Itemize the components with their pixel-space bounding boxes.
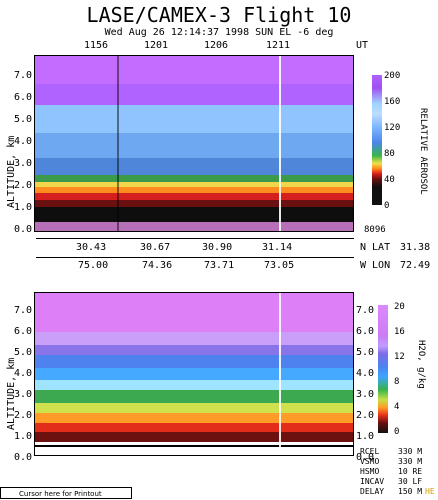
lat-tick: 30.43 (76, 242, 107, 253)
bottom-ytick-right: 5.0 (356, 347, 375, 358)
print-cursor-box[interactable]: Cursor here for Printout (0, 487, 132, 499)
status-label: DELAY (360, 487, 385, 496)
bottom-ytick: 2.0 (14, 410, 33, 421)
status-note: HE (425, 487, 435, 496)
aerosol-cb-tick: 0 (384, 201, 390, 211)
bottom-ytick-right: 2.0 (356, 410, 375, 421)
bottom-ytick: 3.0 (14, 389, 33, 400)
page-title: LASE/CAMEX-3 Flight 10 (86, 3, 352, 27)
time-tick-1201: 1201 (144, 40, 169, 51)
status-label: VSMO (360, 457, 380, 466)
lon-tick: 75.00 (78, 260, 109, 271)
lon-label: W LON (360, 260, 391, 271)
top-ytick: 3.0 (14, 158, 33, 169)
status-value: 10 RE (398, 467, 423, 476)
bottom-ytick-right: 6.0 (356, 326, 375, 337)
status-label: RCEL (360, 447, 380, 456)
status-label: HSMO (360, 467, 380, 476)
h2o-colorbar (378, 305, 388, 433)
h2o-cb-tick: 8 (394, 377, 400, 387)
bottom-ytick: 6.0 (14, 326, 33, 337)
lon-axis-line (36, 257, 354, 258)
top-ytick: 6.0 (14, 92, 33, 103)
status-value: 330 M (398, 457, 423, 466)
time-tick-1211: 1211 (266, 40, 291, 51)
aerosol-panel (34, 55, 354, 232)
top-ytick: 0.0 (14, 224, 33, 235)
lat-tick: 31.14 (262, 242, 293, 253)
lat-tick: 30.90 (202, 242, 233, 253)
lat-axis-line (36, 238, 354, 239)
time-unit: UT (356, 40, 369, 51)
lat-tick: 30.67 (140, 242, 171, 253)
aerosol-cb-tick: 80 (384, 149, 395, 159)
bottom-ytick-right: 4.0 (356, 368, 375, 379)
lon-tick: 74.36 (142, 260, 173, 271)
bottom-ytick: 5.0 (14, 347, 33, 358)
lat-label: N LAT (360, 242, 391, 253)
status-value: 330 M (398, 447, 423, 456)
aerosol-colorbar (372, 75, 382, 205)
lon-value: 72.49 (400, 260, 431, 271)
top-ytick: 2.0 (14, 180, 33, 191)
print-cursor-label: Cursor here for Printout (19, 490, 102, 498)
status-value: 30 LF (398, 477, 423, 486)
time-tick-1156: 1156 (84, 40, 109, 51)
bottom-ytick: 7.0 (14, 305, 33, 316)
h2o-colorbar-label: H2O, g/kg (416, 340, 426, 389)
aerosol-cb-tick: 200 (384, 71, 401, 81)
status-value: 150 M (398, 487, 423, 496)
bottom-ytick-right: 3.0 (356, 389, 375, 400)
h2o-cb-tick: 0 (394, 427, 400, 437)
bottom-ytick-right: 0.0 (356, 452, 375, 463)
status-label: INCAV (360, 477, 385, 486)
h2o-panel (34, 292, 354, 456)
flight-subtitle: Wed Aug 26 12:14:37 1998 SUN EL -6 deg (104, 27, 334, 38)
aerosol-colorbar-label: RELATIVE AEROSOL (418, 108, 428, 195)
top-ytick: 7.0 (14, 70, 33, 81)
aerosol-heatmap (35, 56, 353, 231)
bottom-ytick-right: 1.0 (356, 431, 375, 442)
top-ytick: 1.0 (14, 202, 33, 213)
bottom-ytick: 0.0 (14, 452, 33, 463)
h2o-cb-tick: 16 (394, 327, 405, 337)
aerosol-cb-tick: 40 (384, 175, 395, 185)
lon-tick: 73.05 (264, 260, 295, 271)
bottom-ytick: 1.0 (14, 431, 33, 442)
aerosol-cb-tick: 120 (384, 123, 401, 133)
aerosol-cb-tick: 160 (384, 97, 401, 107)
h2o-cb-tick: 4 (394, 402, 400, 412)
lat-value: 31.38 (400, 242, 431, 253)
h2o-heatmap (35, 293, 353, 455)
top-ytick: 4.0 (14, 136, 33, 147)
aerosol-colorbar-extra: 8096 (364, 225, 386, 235)
time-tick-1206: 1206 (204, 40, 229, 51)
h2o-cb-tick: 20 (394, 302, 405, 312)
h2o-cb-tick: 12 (394, 352, 405, 362)
bottom-ytick-right: 7.0 (356, 305, 375, 316)
top-ytick: 5.0 (14, 114, 33, 125)
lon-tick: 73.71 (204, 260, 235, 271)
bottom-ytick: 4.0 (14, 368, 33, 379)
